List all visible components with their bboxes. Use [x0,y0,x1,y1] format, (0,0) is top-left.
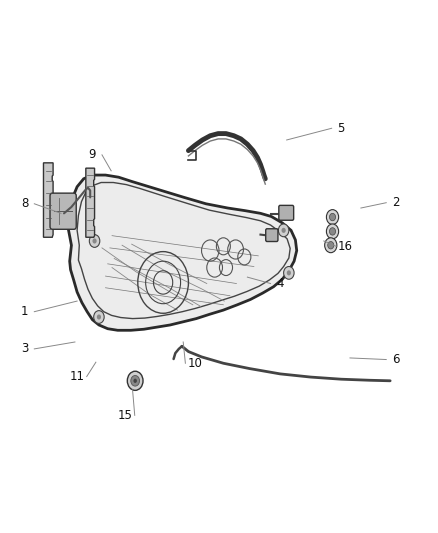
Text: 6: 6 [392,353,399,366]
Text: 15: 15 [118,409,133,422]
Circle shape [89,235,100,247]
FancyBboxPatch shape [279,205,293,220]
Circle shape [329,213,336,221]
Text: 10: 10 [187,357,202,370]
Polygon shape [43,163,53,237]
Circle shape [287,270,291,276]
Polygon shape [86,168,95,237]
Circle shape [329,228,336,235]
Polygon shape [68,175,297,330]
Circle shape [325,238,337,253]
Text: 8: 8 [21,197,28,211]
Circle shape [284,266,294,279]
Circle shape [326,209,339,224]
Circle shape [131,375,140,386]
Circle shape [326,224,339,239]
Circle shape [279,224,289,237]
Text: 11: 11 [70,370,85,383]
Circle shape [97,314,101,320]
Text: 2: 2 [392,196,399,209]
Circle shape [127,371,143,390]
Circle shape [328,241,334,249]
Circle shape [282,228,286,233]
FancyBboxPatch shape [50,193,76,229]
Text: 9: 9 [88,148,96,161]
Circle shape [134,378,137,383]
Circle shape [92,238,97,244]
Text: 5: 5 [338,122,345,135]
Circle shape [94,311,104,324]
Text: 4: 4 [276,277,284,290]
Text: 3: 3 [21,342,28,356]
Text: 16: 16 [338,240,353,253]
FancyBboxPatch shape [266,229,278,241]
Text: 1: 1 [21,305,28,318]
